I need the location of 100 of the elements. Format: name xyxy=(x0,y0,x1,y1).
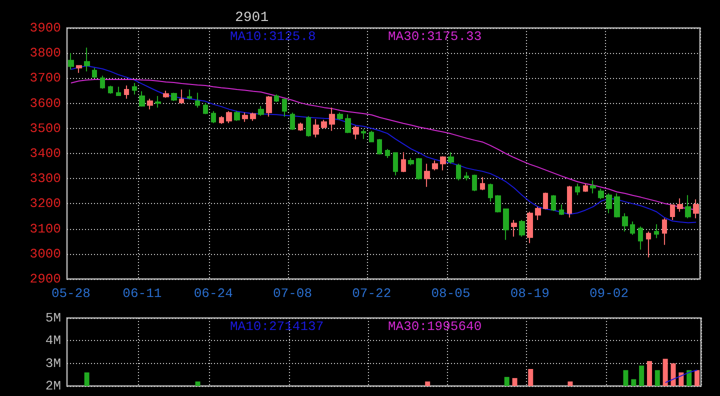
x-tick-label: 05-28 xyxy=(51,286,90,301)
chart-title: 2901 xyxy=(235,10,269,26)
candlestick xyxy=(654,224,659,239)
candlestick xyxy=(313,118,319,138)
candlestick xyxy=(306,116,311,138)
candlestick xyxy=(511,220,517,238)
candlestick xyxy=(614,192,620,218)
candlestick xyxy=(274,94,279,103)
y-tick-label: 3700 xyxy=(30,70,61,86)
candlestick xyxy=(92,67,97,78)
candlestick xyxy=(139,90,145,108)
candlestick xyxy=(171,92,177,102)
x-tick-label: 08-05 xyxy=(431,286,470,301)
candlestick xyxy=(630,221,635,236)
y-tick-label: 3300 xyxy=(30,171,61,186)
candlestick xyxy=(345,114,351,134)
candlestick xyxy=(108,85,113,94)
candlestick xyxy=(519,220,525,238)
y-tick-label: 3800 xyxy=(30,46,61,61)
candlestick xyxy=(662,218,667,246)
candlestick xyxy=(590,180,596,194)
candlestick xyxy=(203,102,208,115)
annotation: MA30:3175.33 xyxy=(388,29,482,44)
candlestick xyxy=(329,107,335,132)
candlestick xyxy=(385,148,390,159)
x-tick-label: 09-02 xyxy=(590,286,629,301)
candlestick xyxy=(393,152,398,176)
candlestick xyxy=(567,185,572,218)
candlestick xyxy=(670,204,675,221)
candlestick xyxy=(377,138,382,156)
y-tick-label: 5M xyxy=(45,310,61,326)
candlestick xyxy=(132,82,137,96)
candlestick xyxy=(495,194,501,213)
candlestick xyxy=(416,158,422,180)
x-tick-label: 06-11 xyxy=(122,286,162,301)
x-tick-label: 07-22 xyxy=(352,286,392,301)
candlestick xyxy=(353,125,359,140)
candlestick xyxy=(163,90,169,98)
candlestick xyxy=(638,226,643,250)
candlestick xyxy=(432,160,438,171)
candlestick xyxy=(583,183,588,192)
y-tick-label: 3600 xyxy=(30,96,61,111)
y-tick-label: 2M xyxy=(45,378,61,394)
y-tick-label: 3000 xyxy=(30,246,61,262)
y-tick-label: 3400 xyxy=(30,146,61,161)
candlestick xyxy=(472,174,477,192)
candlestick xyxy=(464,172,469,181)
candlestick xyxy=(242,112,248,122)
candlestick xyxy=(535,206,541,221)
candlestick xyxy=(226,110,232,124)
candlestick xyxy=(234,110,240,122)
candlestick xyxy=(76,64,82,74)
candlestick xyxy=(179,88,184,104)
y-tick-label: 2900 xyxy=(30,272,61,286)
y-tick-label: 3900 xyxy=(30,20,61,36)
candlestick xyxy=(147,98,153,110)
candlestick xyxy=(258,106,264,116)
candlestick xyxy=(480,176,485,191)
y-tick-label: 4M xyxy=(45,333,61,348)
candlestick xyxy=(266,96,272,118)
candlestick xyxy=(100,75,105,90)
line-series xyxy=(664,370,698,384)
candlestick xyxy=(440,156,446,171)
x-tick-label: 06-24 xyxy=(194,286,234,301)
x-tick-label: 07-08 xyxy=(273,286,312,301)
candlestick xyxy=(559,204,564,216)
candlestick xyxy=(155,96,161,108)
candlestick xyxy=(298,122,303,132)
candlestick xyxy=(527,211,533,244)
candlestick xyxy=(124,84,129,100)
candlestick xyxy=(575,183,580,196)
candlestick xyxy=(290,112,295,130)
candlestick xyxy=(408,158,414,166)
candlestick xyxy=(543,192,548,210)
candlestick xyxy=(195,92,200,108)
candlestick xyxy=(337,112,343,120)
annotation: MA30:1995640 xyxy=(388,319,482,334)
candlestick xyxy=(488,183,493,202)
y-tick-label: 3200 xyxy=(30,196,61,212)
candlestick xyxy=(456,163,461,181)
x-tick-label: 08-19 xyxy=(510,286,550,301)
candlestick xyxy=(187,88,192,100)
candlestick xyxy=(646,231,651,258)
annotation: MA10:3125.8 xyxy=(230,29,316,44)
y-tick-label: 3100 xyxy=(30,221,61,236)
candlestick xyxy=(84,47,90,72)
candlestick xyxy=(282,98,287,118)
candlestick xyxy=(369,130,374,143)
candlestick xyxy=(116,86,121,97)
candlestick xyxy=(361,128,366,140)
candlestick xyxy=(424,163,430,188)
line-series xyxy=(70,65,697,224)
candlestick xyxy=(448,152,454,164)
candlestick xyxy=(211,110,216,124)
annotation: MA10:2714137 xyxy=(230,319,324,334)
candlestick xyxy=(606,192,612,214)
candlestick xyxy=(677,198,683,212)
candlestick xyxy=(503,208,509,240)
candlestick xyxy=(68,52,74,70)
candlestick xyxy=(693,198,699,219)
